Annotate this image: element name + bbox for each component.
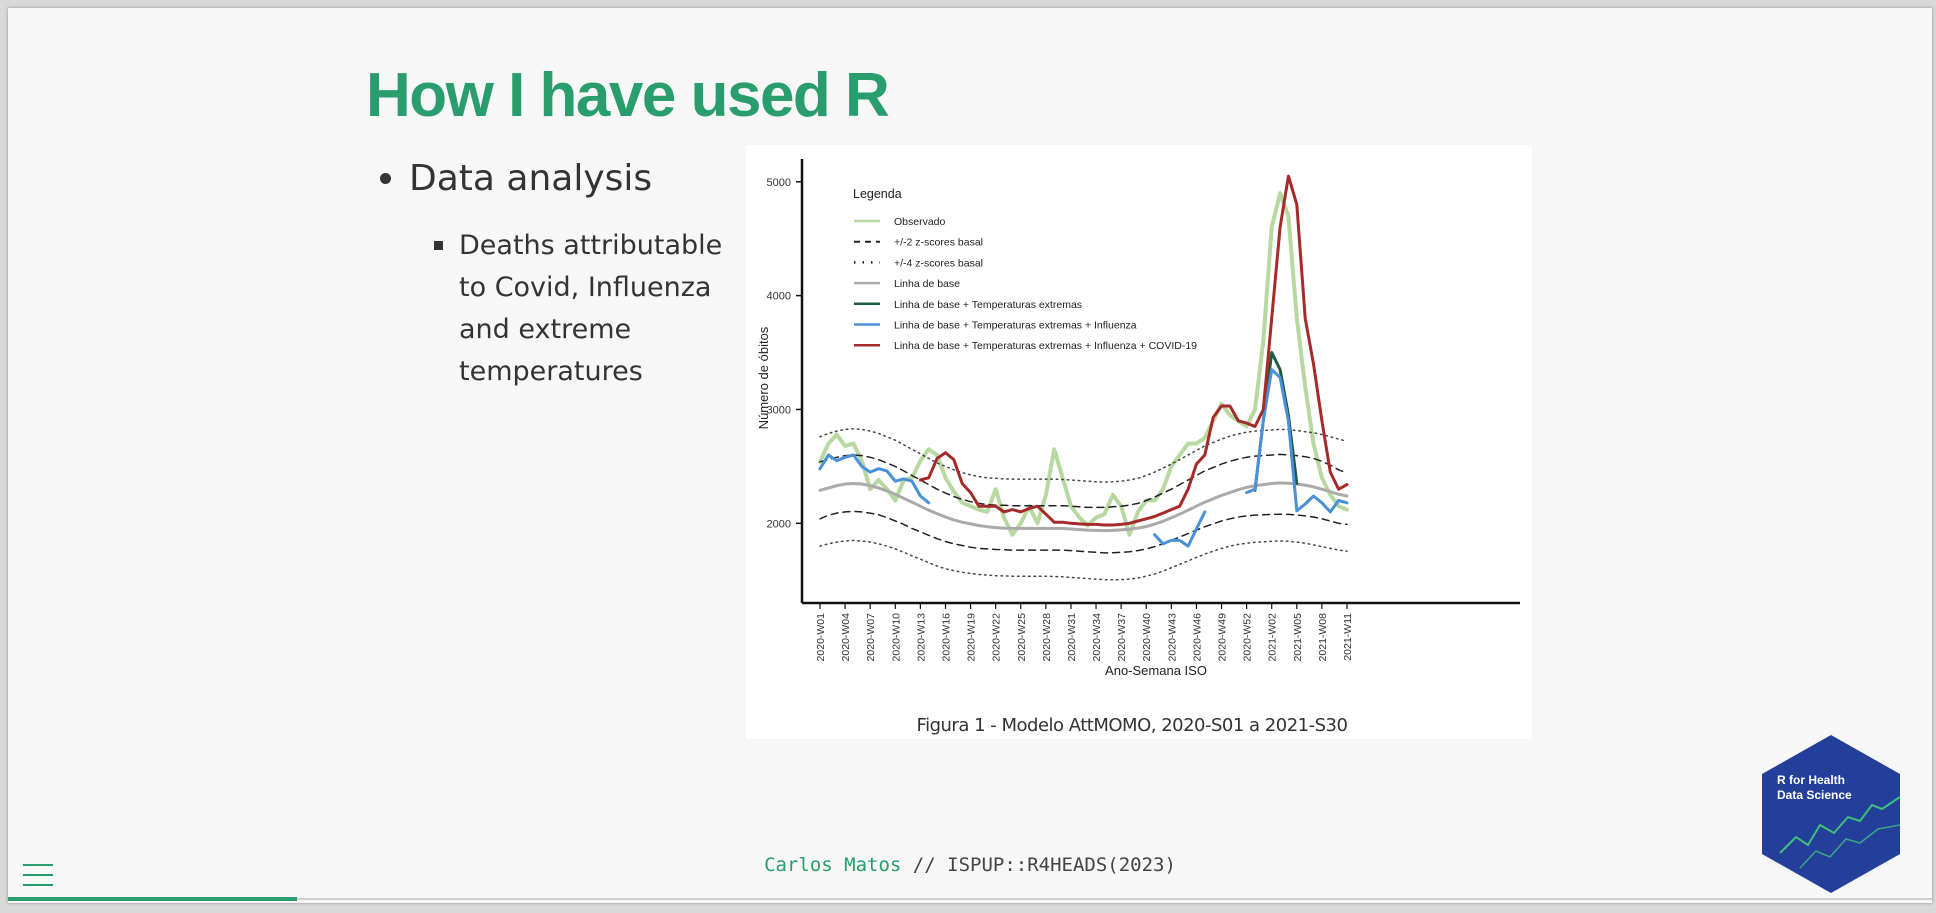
logo-sparkline [1779, 796, 1901, 854]
series-line-8 [918, 174, 1349, 527]
chart-legend: Legenda Observado +/-2 z-scores basal +/-4… [853, 187, 1197, 352]
x-tick-label: 2020-W34 [1091, 613, 1103, 662]
legend-label: Observado [894, 216, 946, 228]
series-line-4 [819, 539, 1348, 581]
x-tick-label: 2021-W08 [1317, 613, 1329, 662]
x-tick-label: 2020-W22 [991, 613, 1003, 662]
x-tick-label: 2021-W05 [1292, 613, 1304, 662]
series-layer [818, 174, 1349, 581]
x-tick-label: 2020-W13 [915, 613, 927, 662]
legend-label: Linha de base [894, 278, 960, 290]
r4heads-hex-logo: R for Health Data Science [1762, 735, 1901, 893]
x-tick-label: 2020-W40 [1141, 613, 1153, 662]
footer-author: Carlos Matos [764, 854, 902, 876]
legend-label: Linha de base + Temperaturas extremas + … [894, 340, 1197, 352]
logo-line1: R for Health [1777, 773, 1845, 787]
y-tick-layer: 2000 3000 4000 5000 [767, 177, 802, 530]
legend-label: Linha de base + Temperaturas extremas + … [894, 320, 1137, 332]
footer: Carlos Matos // ISPUP::R4HEADS(2023) [8, 854, 1932, 876]
series-line-3 [819, 428, 1348, 483]
y-tick-label: 2000 [767, 518, 791, 530]
slide: How I have used R Data analysis Deaths a… [8, 8, 1932, 903]
bullet-text: Data analysis [409, 158, 653, 199]
figure: 2000 3000 4000 5000 2020-W01 2020-W04 2020-W0… [746, 145, 1532, 739]
x-tick-label: 2020-W19 [966, 613, 978, 662]
y-tick-label: 5000 [767, 177, 791, 189]
slide-menu-button[interactable] [23, 861, 53, 889]
x-tick-label: 2020-W07 [865, 613, 877, 662]
x-tick-label: 2020-W46 [1191, 613, 1203, 662]
legend-label: +/-2 z-scores basal [894, 237, 983, 249]
y-axis-title: Número de óbitos [756, 326, 771, 429]
legend-label: +/-4 z-scores basal [894, 257, 983, 269]
hamburger-menu-icon-bar [23, 874, 53, 876]
sub-bullet-text: Deaths attributable to Covid, Influenza … [459, 230, 723, 387]
y-tick-label: 3000 [767, 404, 791, 416]
x-tick-label: 2021-W11 [1342, 613, 1354, 661]
logo-line2: Data Science [1777, 788, 1852, 802]
square-bullet-icon [434, 241, 443, 250]
progress-bar[interactable] [8, 897, 1932, 901]
y-tick-label: 4000 [767, 291, 791, 303]
x-tick-layer: 2020-W01 2020-W04 2020-W07 2020-W10 2020-W13… [815, 603, 1354, 661]
x-tick-label: 2021-W02 [1267, 613, 1279, 662]
footer-separator: // [901, 854, 948, 876]
bullet-list: Data analysis Deaths attributable to Cov… [380, 158, 740, 393]
progress-fill [8, 897, 297, 901]
hamburger-menu-icon [23, 864, 53, 866]
hex-sticker-shape [1762, 735, 1900, 893]
footer-course: ISPUP::R4HEADS(2023) [947, 854, 1176, 876]
series-line-5 [818, 481, 1349, 533]
logo-sparkline-2 [1799, 824, 1901, 869]
hamburger-menu-icon-bar [23, 884, 53, 886]
figure-caption: Figura 1 - Modelo AttMOMO, 2020-S01 a 20… [917, 715, 1348, 736]
legend-items: Observado +/-2 z-scores basal +/-4 z-score… [854, 216, 1197, 352]
x-tick-label: 2020-W37 [1116, 613, 1128, 662]
x-tick-label: 2020-W16 [940, 613, 952, 662]
x-tick-label: 2020-W01 [815, 613, 827, 662]
legend-label: Linha de base + Temperaturas extremas [894, 299, 1082, 311]
x-tick-label: 2020-W49 [1217, 613, 1229, 662]
series-line-7 [818, 368, 1349, 548]
x-tick-label: 2020-W52 [1242, 613, 1254, 662]
x-tick-label: 2020-W28 [1041, 613, 1053, 662]
series-line-2 [819, 510, 1348, 554]
legend-title: Legenda [853, 187, 902, 201]
slide-title: How I have used R [366, 61, 890, 130]
x-tick-label: 2020-W04 [840, 613, 852, 662]
x-tick-label: 2020-W25 [1016, 613, 1028, 662]
x-tick-label: 2020-W43 [1166, 613, 1178, 662]
bullet-item: Data analysis [380, 158, 740, 199]
bullet-dot-icon [380, 173, 391, 184]
x-axis-title: Ano-Semana ISO [1105, 663, 1207, 678]
x-tick-label: 2020-W10 [890, 613, 902, 662]
x-tick-label: 2020-W31 [1066, 613, 1078, 662]
sub-bullet-item: Deaths attributable to Covid, Influenza … [434, 225, 740, 393]
